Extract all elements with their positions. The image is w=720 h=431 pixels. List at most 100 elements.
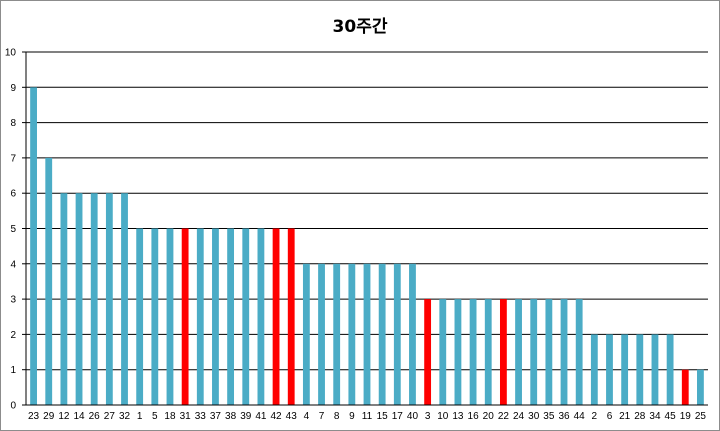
x-tick-label: 3 (425, 411, 431, 422)
x-tick-label: 25 (695, 411, 707, 422)
bar-32 (121, 193, 128, 405)
x-tick-label: 13 (452, 411, 464, 422)
x-axis-ticks: 23 29 12 14 26 27 32 1 5 18 31 33 37 38 39 41 42 43 4 7 8 9 11… (28, 411, 706, 422)
x-tick-label: 15 (377, 411, 389, 422)
x-tick-label: 30 (528, 411, 540, 422)
bar-11 (363, 263, 371, 405)
bar-27 (105, 193, 113, 405)
bar-24 (515, 299, 522, 405)
bar-5 (151, 228, 159, 405)
y-tick-label: 2 (10, 330, 16, 341)
x-tick-label: 23 (28, 411, 40, 422)
x-tick-label: 5 (152, 411, 158, 422)
bar-30 (530, 299, 538, 405)
bar-26 (90, 193, 98, 405)
x-tick-label: 19 (680, 411, 692, 422)
x-tick-label: 41 (255, 411, 267, 422)
y-tick-label: 5 (10, 224, 16, 235)
bar-12 (60, 193, 68, 405)
bar-16 (469, 299, 477, 405)
x-tick-label: 42 (271, 411, 283, 422)
y-axis-ticks: 0 1 2 3 4 5 6 7 8 9 10 (5, 48, 26, 412)
y-tick-label: 10 (5, 48, 17, 59)
x-tick-label: 18 (164, 411, 176, 422)
bar-37 (212, 228, 219, 405)
x-tick-label: 20 (483, 411, 495, 422)
bar-39 (242, 228, 250, 405)
x-tick-label: 14 (73, 411, 85, 422)
bar-42 (272, 228, 280, 405)
bar-1 (136, 228, 144, 405)
bar-40 (409, 263, 416, 405)
x-tick-label: 45 (665, 411, 677, 422)
bar-6 (606, 334, 613, 405)
x-tick-label: 8 (334, 411, 340, 422)
bar-28 (636, 334, 644, 405)
x-tick-label: 7 (319, 411, 325, 422)
x-tick-label: 31 (180, 411, 192, 422)
x-tick-label: 6 (607, 411, 613, 422)
y-tick-label: 4 (10, 259, 16, 270)
y-tick-label: 6 (10, 189, 16, 200)
y-tick-label: 3 (10, 295, 16, 306)
bar-4 (302, 263, 310, 405)
x-tick-label: 34 (649, 411, 661, 422)
x-tick-label: 9 (349, 411, 355, 422)
bar-18 (166, 228, 174, 405)
x-tick-label: 44 (574, 411, 586, 422)
bar-22 (499, 299, 507, 405)
bar-13 (454, 299, 462, 405)
bar-44 (575, 299, 583, 405)
y-tick-label: 8 (10, 118, 16, 129)
bar-43 (287, 228, 295, 405)
bar-8 (333, 263, 341, 405)
x-tick-label: 33 (195, 411, 207, 422)
bar-38 (227, 228, 235, 405)
bar-23 (30, 87, 37, 406)
bar-25 (697, 369, 704, 405)
x-tick-label: 1 (137, 411, 143, 422)
x-tick-label: 43 (286, 411, 298, 422)
x-tick-label: 22 (498, 411, 510, 422)
x-tick-label: 10 (437, 411, 449, 422)
x-tick-label: 29 (43, 411, 55, 422)
x-tick-label: 2 (592, 411, 598, 422)
bar-3 (424, 299, 432, 405)
x-tick-label: 11 (362, 411, 373, 422)
bar-35 (545, 299, 553, 405)
bar-15 (378, 263, 386, 405)
x-tick-label: 32 (119, 411, 131, 422)
bar-7 (318, 263, 325, 405)
bar-36 (560, 299, 568, 405)
y-tick-label: 9 (10, 83, 16, 94)
x-tick-label: 38 (225, 411, 237, 422)
bars (30, 87, 704, 406)
x-tick-label: 40 (407, 411, 419, 422)
bar-34 (651, 334, 659, 405)
bar-17 (393, 263, 401, 405)
bar-19 (681, 369, 689, 405)
x-tick-label: 37 (210, 411, 222, 422)
y-tick-label: 0 (10, 401, 16, 412)
x-tick-label: 36 (558, 411, 570, 422)
x-tick-label: 17 (392, 411, 404, 422)
x-tick-label: 26 (89, 411, 101, 422)
x-tick-label: 28 (634, 411, 646, 422)
bar-2 (590, 334, 598, 405)
bar-10 (439, 299, 447, 405)
bar-14 (75, 193, 83, 405)
x-tick-label: 27 (104, 411, 116, 422)
bar-33 (196, 228, 204, 405)
x-tick-label: 35 (543, 411, 555, 422)
bar-20 (484, 299, 492, 405)
bar-31 (181, 228, 189, 405)
x-tick-label: 4 (304, 411, 310, 422)
x-tick-label: 16 (468, 411, 480, 422)
x-tick-label: 24 (513, 411, 525, 422)
bar-41 (257, 228, 265, 405)
bar-9 (348, 263, 356, 405)
bar-45 (666, 334, 674, 405)
bar-29 (45, 157, 53, 405)
